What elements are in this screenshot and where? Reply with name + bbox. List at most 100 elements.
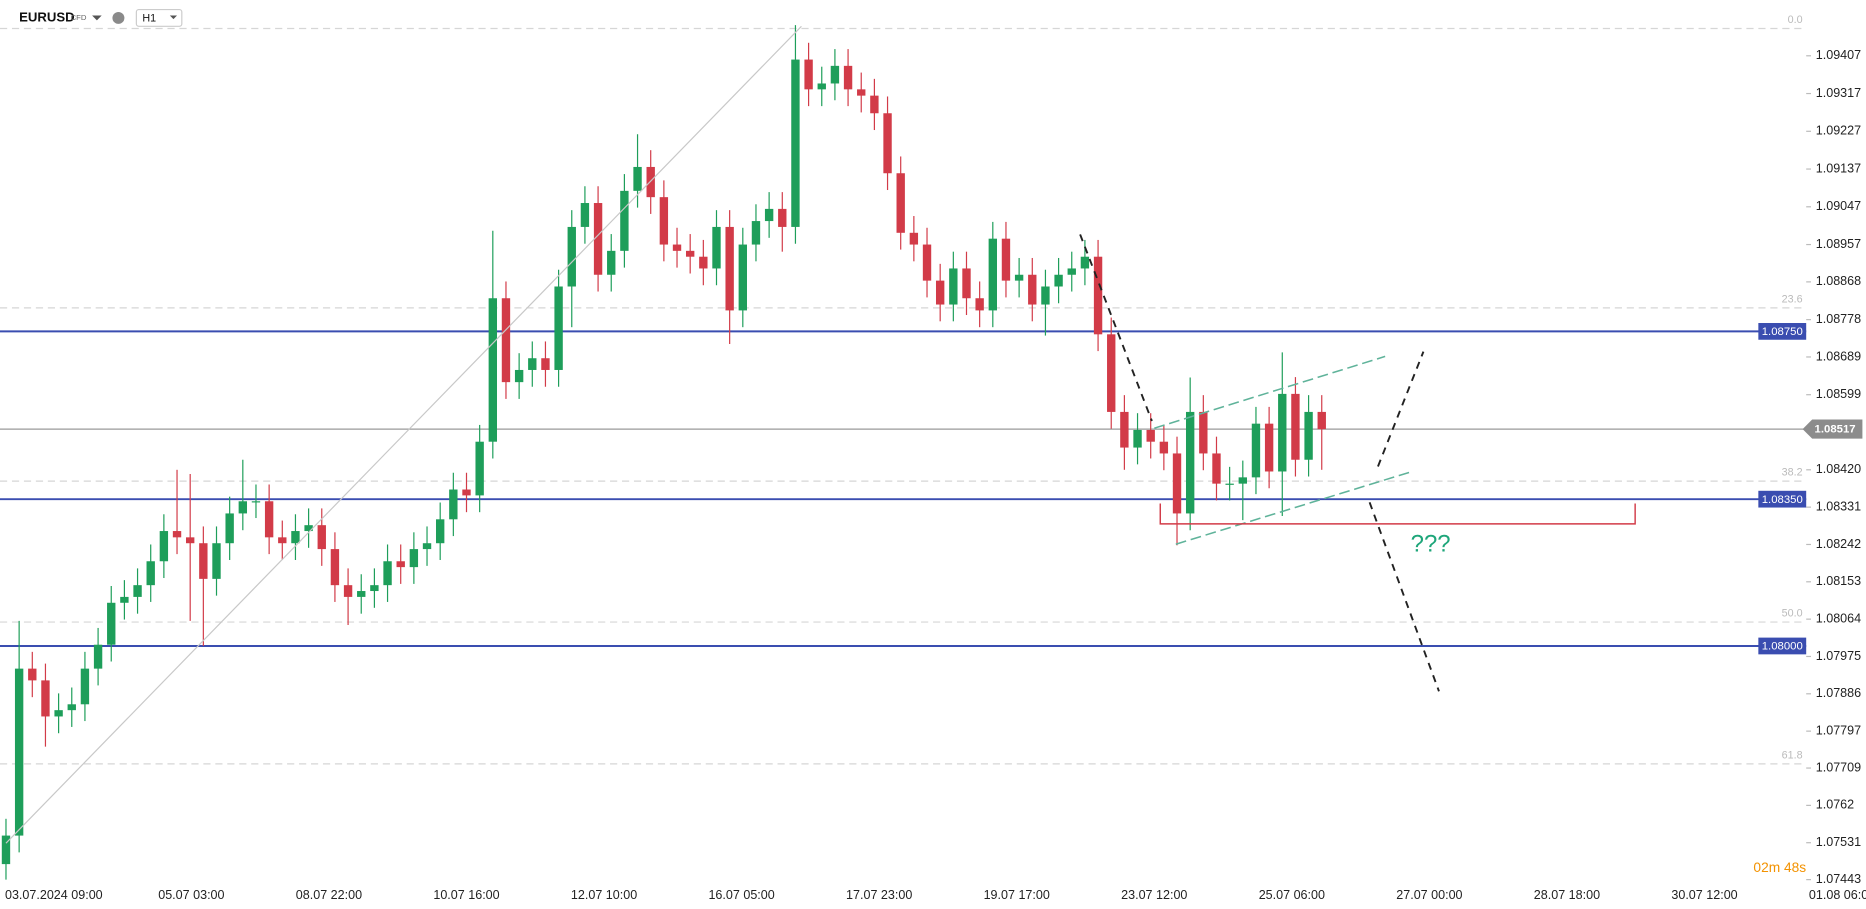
y-tick-label: 1.07443 xyxy=(1816,872,1861,886)
y-tick-label: 1.09317 xyxy=(1816,86,1861,100)
countdown: 02m 48s xyxy=(1753,860,1806,875)
candle-body xyxy=(1028,274,1037,305)
candle-body xyxy=(1185,411,1195,514)
y-tick-label: 1.08331 xyxy=(1816,499,1861,513)
candle-body xyxy=(435,519,445,544)
y-tick-label: 1.07709 xyxy=(1816,760,1861,774)
candle-body xyxy=(857,89,866,96)
candle-body xyxy=(1172,453,1182,514)
x-tick-label: 05.07 03:00 xyxy=(158,888,224,902)
candle-body xyxy=(883,113,892,174)
x-tick-label: 01.08 06:00 xyxy=(1809,888,1866,902)
candle-body xyxy=(159,531,169,562)
x-tick-label: 10.07 16:00 xyxy=(433,888,499,902)
axis-layer: 1.09407 1.09317 1.09227 1.09137 1.09047 1.089… xyxy=(5,48,1866,902)
x-tick-label: 16.07 05:00 xyxy=(708,888,774,902)
candle-body xyxy=(238,501,248,514)
level-box xyxy=(1758,490,1807,508)
y-tick-label: 1.08242 xyxy=(1816,537,1861,551)
candle-body xyxy=(1080,256,1090,269)
candle-body xyxy=(738,244,747,311)
x-tick-label: 08.07 22:00 xyxy=(296,888,362,902)
candle-body xyxy=(330,549,340,586)
candle-body xyxy=(343,585,353,597)
candle-body xyxy=(28,668,37,681)
timeframe-dropdown[interactable] xyxy=(169,15,178,20)
y-tick-label: 1.09047 xyxy=(1816,199,1861,213)
candle-body xyxy=(1107,334,1116,412)
candle-body xyxy=(41,680,50,717)
x-tick-label: 03.07.2024 09:00 xyxy=(5,888,103,902)
candle-body xyxy=(1304,411,1313,460)
candle-body xyxy=(449,489,458,520)
y-tick-label: 1.08420 xyxy=(1816,462,1861,476)
candle-body xyxy=(1225,483,1234,485)
candles-layer xyxy=(1,25,1326,880)
y-tick-label: 1.07531 xyxy=(1816,835,1861,849)
candle-body xyxy=(935,280,945,305)
info-icon[interactable] xyxy=(112,11,125,24)
x-tick-label: 27.07 00:00 xyxy=(1396,888,1462,902)
candle-body xyxy=(830,65,840,84)
candle-body xyxy=(791,59,800,227)
candle-body xyxy=(212,543,221,579)
y-tick-label: 1.08957 xyxy=(1816,237,1861,251)
level-box xyxy=(1758,637,1807,655)
candle-body xyxy=(751,221,761,245)
candle-body xyxy=(462,489,471,496)
candle-body xyxy=(93,644,103,669)
fib-trend-line xyxy=(5,25,802,844)
symbol-dropdown[interactable] xyxy=(92,15,102,21)
candle-body xyxy=(646,166,655,198)
candle-body xyxy=(764,208,774,222)
symbol: EURUSD xyxy=(19,9,75,24)
candle-body xyxy=(1014,274,1024,281)
support-zone xyxy=(1159,503,1636,525)
candle-body xyxy=(278,537,287,544)
candle-body xyxy=(107,602,116,645)
y-tick-label: 1.08064 xyxy=(1816,611,1861,625)
candle-body xyxy=(633,166,642,191)
level-label: 1.08000 xyxy=(1762,641,1803,653)
candle-body xyxy=(567,226,576,287)
candle-body xyxy=(251,501,261,503)
y-tick-label: 1.08153 xyxy=(1816,574,1861,588)
candle-body xyxy=(14,668,24,836)
candle-body xyxy=(422,543,432,550)
x-tick-label: 30.07 12:00 xyxy=(1671,888,1737,902)
channel-bottom xyxy=(1175,471,1410,545)
candle-body xyxy=(1278,393,1287,472)
x-tick-label: 28.07 18:00 xyxy=(1534,888,1600,902)
candle-body xyxy=(778,208,787,227)
candle-body xyxy=(172,531,182,538)
candle-body xyxy=(541,358,550,370)
y-tick-label: 1.08599 xyxy=(1816,387,1861,401)
candle-body xyxy=(80,668,90,705)
x-tick-label: 23.07 12:00 xyxy=(1121,888,1187,902)
candle-body xyxy=(988,238,997,311)
timeframe-box[interactable] xyxy=(135,8,183,27)
candle-body xyxy=(672,244,682,251)
candle-body xyxy=(370,585,379,592)
annotation: ??? xyxy=(1411,531,1451,558)
candle-body xyxy=(1212,453,1221,484)
candle-body xyxy=(870,95,879,114)
x-tick-label: 17.07 23:00 xyxy=(846,888,912,902)
candle-body xyxy=(264,501,274,538)
candle-body xyxy=(1238,477,1247,484)
candle-body xyxy=(1159,441,1169,454)
fib-label: 61.8 xyxy=(1782,749,1803,761)
candle-body xyxy=(186,537,195,544)
candle-body xyxy=(1120,411,1129,448)
candle-body xyxy=(593,203,603,275)
fib-label: 23.6 xyxy=(1782,293,1803,305)
channel-top xyxy=(1154,355,1386,429)
candle-body xyxy=(528,358,537,370)
candle-body xyxy=(199,543,208,579)
candle-body xyxy=(804,59,813,90)
y-tick-label: 1.09227 xyxy=(1816,124,1861,138)
y-tick-label: 1.08689 xyxy=(1816,349,1861,363)
candle-body xyxy=(1001,238,1011,281)
